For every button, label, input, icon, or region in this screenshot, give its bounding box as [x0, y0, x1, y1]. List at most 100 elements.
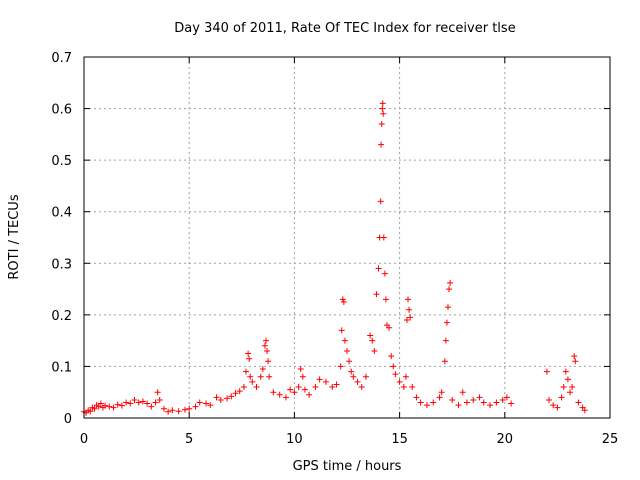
data-point	[207, 402, 214, 409]
y-axis-label: ROTI / TECUs	[7, 194, 22, 279]
data-point	[245, 350, 252, 357]
data-point	[367, 332, 374, 339]
x-tick-label: 10	[286, 432, 303, 447]
data-point	[91, 405, 98, 412]
data-point	[560, 384, 567, 391]
data-point	[362, 373, 369, 380]
data-point	[192, 403, 199, 410]
data-point	[175, 408, 182, 415]
plot-frame	[83, 56, 611, 419]
data-point	[581, 407, 588, 414]
x-tick-label: 25	[602, 432, 619, 447]
data-point	[340, 298, 347, 305]
y-tick-label: 0.7	[51, 51, 72, 66]
data-point	[341, 337, 348, 344]
data-point	[257, 373, 264, 380]
data-point	[441, 358, 448, 365]
data-point	[562, 368, 569, 375]
data-point	[102, 402, 109, 409]
data-point	[131, 396, 138, 403]
data-point	[249, 378, 256, 385]
data-point	[87, 408, 94, 415]
y-tick-label: 0.4	[51, 206, 72, 221]
data-point	[261, 342, 268, 349]
data-point	[443, 319, 450, 326]
data-point	[306, 391, 313, 398]
data-point	[430, 399, 437, 406]
data-point	[95, 403, 102, 410]
data-point	[463, 399, 470, 406]
y-tick-label: 0.5	[51, 154, 72, 169]
data-point	[224, 395, 231, 402]
data-point	[470, 396, 477, 403]
x-tick-label: 0	[80, 432, 88, 447]
data-point	[379, 105, 386, 112]
data-point	[246, 355, 253, 362]
data-point	[259, 366, 266, 373]
data-point	[287, 386, 294, 393]
data-point	[196, 399, 203, 406]
data-point	[144, 400, 151, 407]
data-point	[240, 384, 247, 391]
data-point	[329, 384, 336, 391]
data-point	[379, 100, 386, 107]
data-point	[262, 337, 269, 344]
data-point	[156, 396, 163, 403]
data-point	[354, 378, 361, 385]
data-point	[232, 390, 239, 397]
data-point	[447, 279, 454, 286]
data-point	[545, 396, 552, 403]
data-point	[572, 358, 579, 365]
data-point	[127, 400, 134, 407]
data-point	[139, 398, 146, 405]
data-point	[449, 396, 456, 403]
data-point	[405, 296, 412, 303]
data-point	[413, 394, 420, 401]
data-point	[378, 141, 385, 148]
data-point	[436, 394, 443, 401]
data-point	[417, 399, 424, 406]
data-point	[213, 394, 220, 401]
data-point	[253, 384, 260, 391]
data-point	[369, 337, 376, 344]
data-point	[270, 389, 277, 396]
y-tick-label: 0.1	[51, 360, 72, 375]
data-point	[186, 405, 193, 412]
data-point	[333, 381, 340, 388]
data-point	[371, 347, 378, 354]
data-point	[373, 291, 380, 298]
data-point	[402, 373, 409, 380]
data-point	[442, 337, 449, 344]
data-point	[407, 314, 414, 321]
x-axis-ticks: 0 5 10 15 20 25	[80, 57, 618, 447]
data-point	[564, 376, 571, 383]
data-point	[337, 363, 344, 370]
data-point	[114, 401, 121, 408]
data-point	[406, 306, 413, 313]
data-point	[135, 399, 142, 406]
data-point	[148, 403, 155, 410]
y-axis-ticks: 0 0.1 0.2 0.3 0.4 0.5 0.6 0.7	[51, 51, 610, 427]
data-point	[476, 394, 483, 401]
data-point	[381, 270, 388, 277]
data-point	[382, 296, 389, 303]
grid-lines	[84, 57, 610, 418]
data-point	[265, 358, 272, 365]
data-point	[97, 400, 104, 407]
data-point	[203, 400, 210, 407]
data-point	[508, 400, 515, 407]
data-point	[160, 405, 167, 412]
data-point	[276, 391, 283, 398]
data-point	[438, 389, 445, 396]
data-point	[110, 404, 117, 411]
data-point	[236, 388, 243, 395]
x-tick-label: 20	[497, 432, 514, 447]
data-point	[322, 378, 329, 385]
data-point	[554, 404, 561, 411]
data-point	[228, 393, 235, 400]
y-tick-label: 0.6	[51, 103, 72, 118]
data-point	[386, 324, 393, 331]
data-point	[243, 368, 250, 375]
y-tick-label: 0.2	[51, 309, 72, 324]
